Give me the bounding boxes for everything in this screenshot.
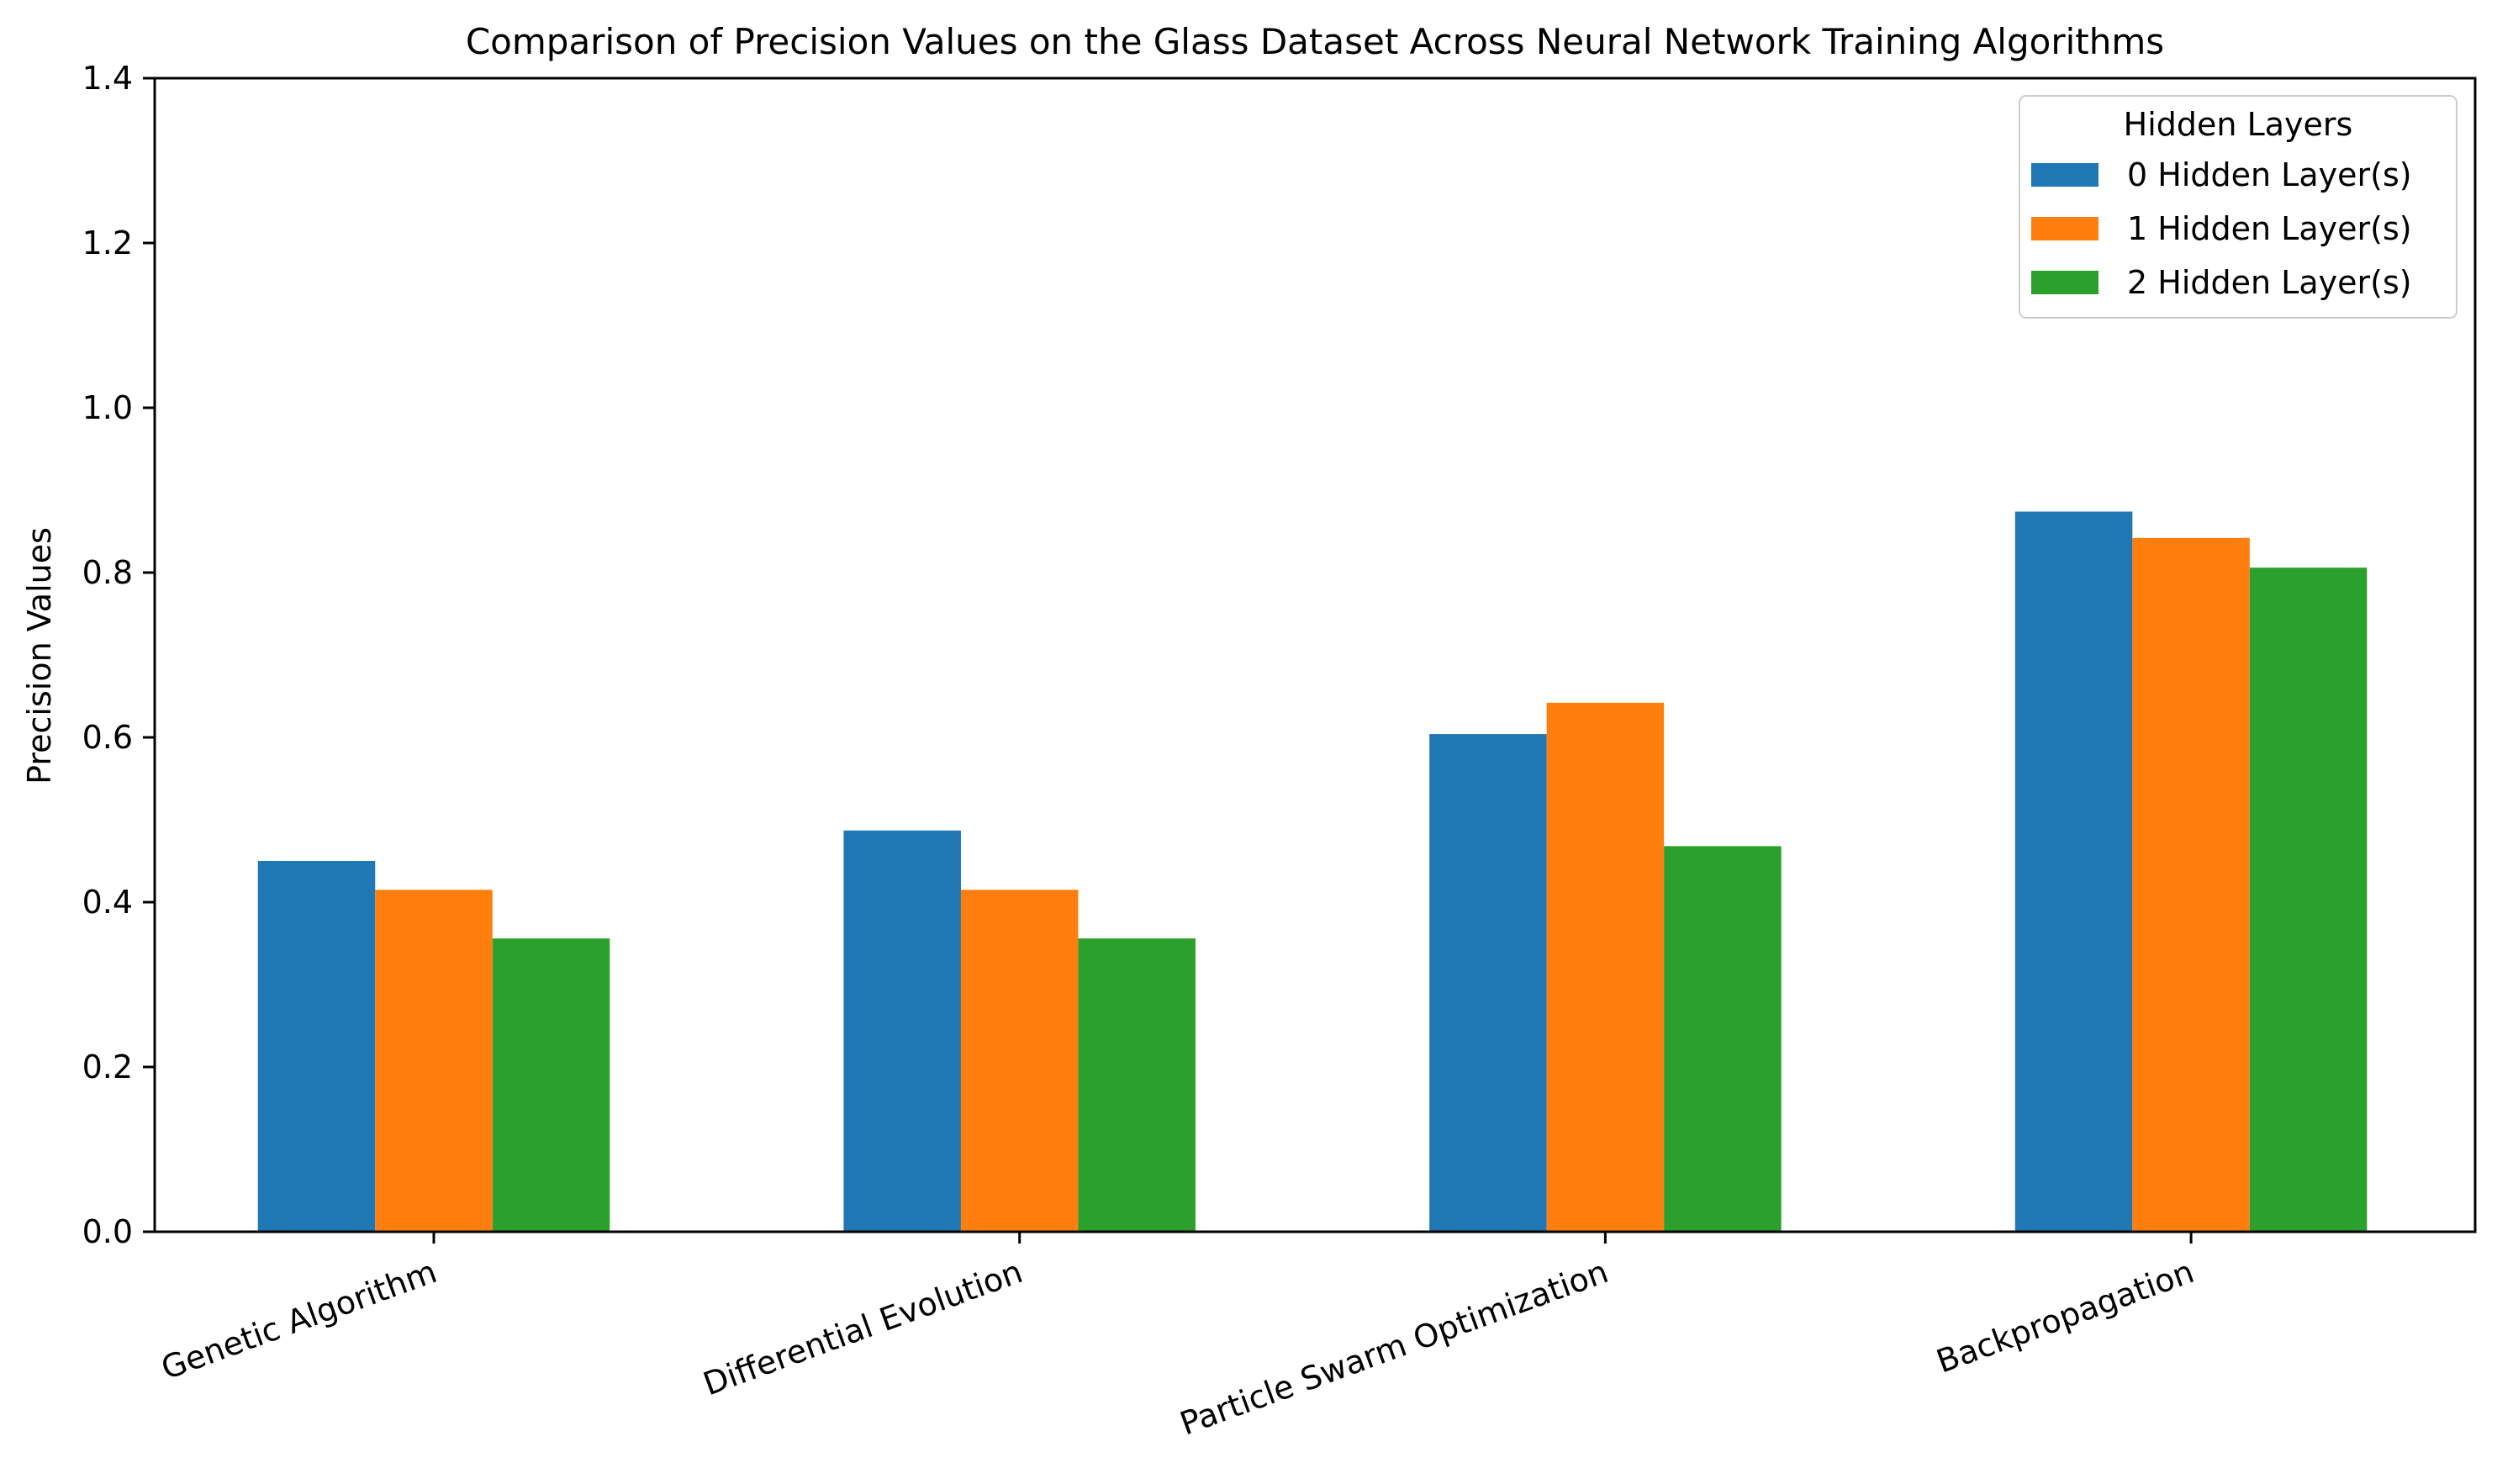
y-tick-label: 0.4 xyxy=(82,884,133,921)
legend-label: 1 Hidden Layer(s) xyxy=(2127,210,2412,247)
legend-swatch xyxy=(2031,163,2098,187)
bar xyxy=(1078,938,1196,1232)
bar xyxy=(1546,702,1665,1232)
legend-label: 2 Hidden Layer(s) xyxy=(2127,264,2412,301)
bar xyxy=(492,938,610,1232)
bar xyxy=(843,830,961,1232)
bar xyxy=(1664,846,1782,1232)
bar xyxy=(375,890,493,1232)
x-tick-label: Differential Evolution xyxy=(699,1253,1027,1402)
legend-label: 0 Hidden Layer(s) xyxy=(2127,156,2412,193)
x-tick-label: Backpropagation xyxy=(1932,1253,2199,1380)
bar xyxy=(257,861,376,1232)
y-tick-label: 0.0 xyxy=(82,1213,133,1250)
y-ticks-group: 0.0 0.2 0.4 0.6 0.8 1.0 1.2 1.4 xyxy=(82,60,155,1250)
y-tick-label: 0.2 xyxy=(82,1048,133,1085)
plot-frame xyxy=(153,77,2477,1233)
bars-group xyxy=(257,511,2368,1232)
bar xyxy=(2132,537,2250,1232)
x-tick-label: Genetic Algorithm xyxy=(156,1253,441,1386)
bar xyxy=(2249,568,2368,1232)
legend-swatch xyxy=(2031,217,2098,240)
legend-items: 0 Hidden Layer(s) 1 Hidden Layer(s) 2 Hidd… xyxy=(2031,156,2412,301)
x-tick-label: Particle Swarm Optimization xyxy=(1175,1253,1613,1442)
y-tick-label: 0.8 xyxy=(82,554,133,591)
bar xyxy=(960,890,1079,1232)
y-axis-label: Precision Values xyxy=(21,527,58,784)
bar xyxy=(2014,511,2133,1232)
y-tick-label: 0.6 xyxy=(82,719,133,756)
legend-swatch xyxy=(2031,271,2098,294)
chart-title: Comparison of Precision Values on the Gl… xyxy=(466,21,2164,62)
legend: Hidden Layers 0 Hidden Layer(s) 1 Hidden … xyxy=(2019,95,2457,319)
y-tick-label: 1.4 xyxy=(82,60,133,97)
bar xyxy=(1429,734,1547,1232)
x-ticks-group: Genetic Algorithm Differential Evolution P… xyxy=(156,1232,2199,1443)
y-tick-label: 1.2 xyxy=(82,224,133,261)
legend-box xyxy=(2019,95,2457,319)
y-tick-label: 1.0 xyxy=(82,389,133,426)
legend-title: Hidden Layers xyxy=(2124,106,2353,143)
